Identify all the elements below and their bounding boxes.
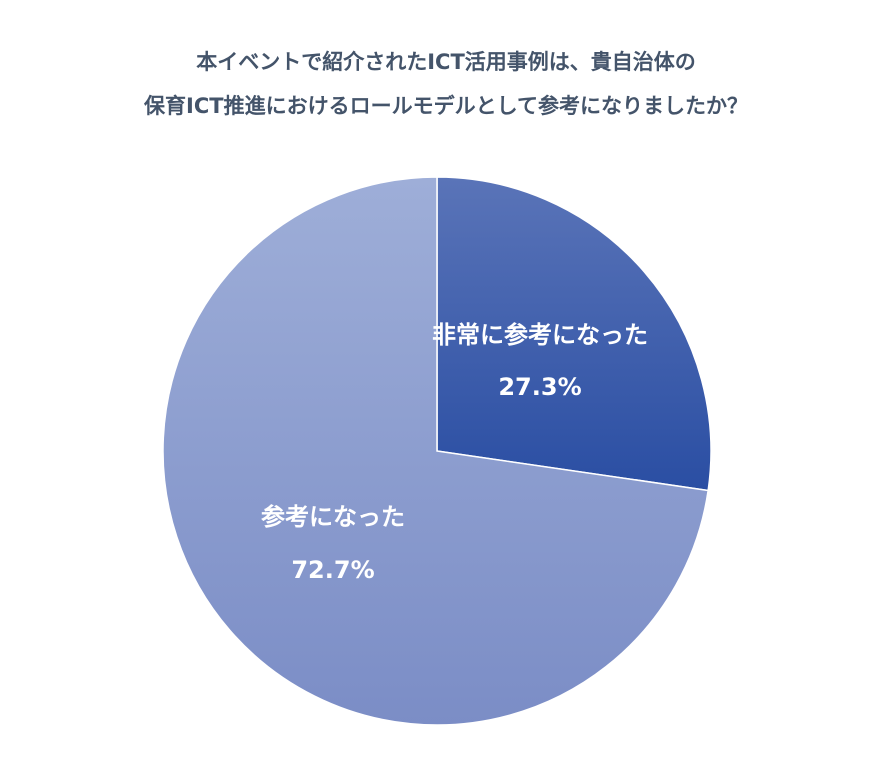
chart-title-line-1: 本イベントで紹介されたICT活用事例は、貴自治体の [196, 50, 696, 74]
slice-value-label-1: 27.3% [498, 373, 581, 401]
pie-slice-1 [436, 176, 712, 492]
pie-slices [162, 176, 712, 726]
slice-label-1: 非常に参考になった [432, 321, 648, 349]
pie-labels: 非常に参考になった 27.3% 参考になった 72.7% [261, 321, 648, 584]
pie-slice-2 [162, 176, 709, 726]
slice-value-label-2: 72.7% [291, 556, 374, 584]
chart-title: 本イベントで紹介されたICT活用事例は、貴自治体の 保育ICT推進におけるロール… [0, 40, 892, 128]
chart-title-line-2: 保育ICT推進におけるロールモデルとして参考になりましたか？ [144, 94, 748, 118]
slice-label-2: 参考になった [261, 503, 405, 531]
